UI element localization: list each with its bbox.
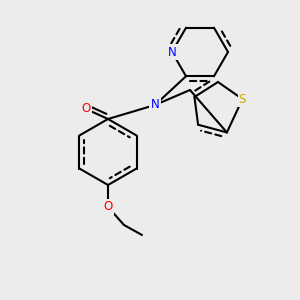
Text: O: O [103,200,112,214]
Text: N: N [151,98,159,112]
Text: O: O [81,103,91,116]
Text: S: S [239,93,246,106]
Text: N: N [168,46,176,59]
